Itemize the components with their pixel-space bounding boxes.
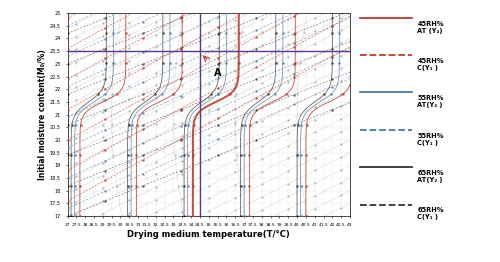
Text: 55RH%
C(Y₁ ): 55RH% C(Y₁ ) <box>418 133 444 146</box>
Text: 45RH%
AT (Y₂): 45RH% AT (Y₂) <box>418 20 444 34</box>
X-axis label: Drying medium temperature(T/°C): Drying medium temperature(T/°C) <box>128 230 290 239</box>
Text: 55RH%
AT(Y₂ ): 55RH% AT(Y₂ ) <box>418 95 444 108</box>
Text: 65RH%
C(Y₁ ): 65RH% C(Y₁ ) <box>418 207 444 220</box>
Y-axis label: Initial moisture content(M₀/%): Initial moisture content(M₀/%) <box>38 49 47 180</box>
Text: 65RH%
AT(Y₂ ): 65RH% AT(Y₂ ) <box>418 170 444 183</box>
Text: A: A <box>214 68 222 78</box>
Text: 45RH%
C(Y₁ ): 45RH% C(Y₁ ) <box>418 58 444 71</box>
